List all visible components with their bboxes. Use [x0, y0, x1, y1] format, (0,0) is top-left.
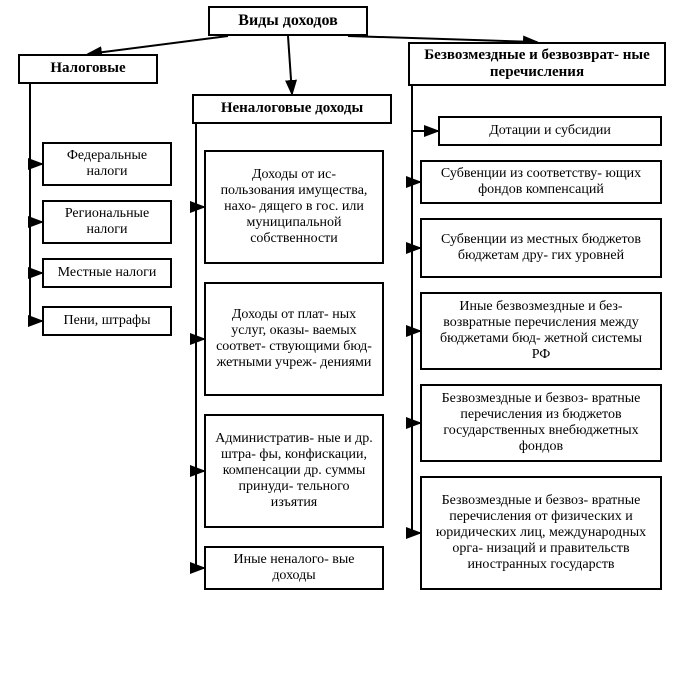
- gratis-item: Субвенции из соответству- ющих фондов ко…: [420, 160, 662, 204]
- nontax-item-label: Доходы от плат- ных услуг, оказы- ваемых…: [214, 307, 374, 371]
- tax-item-label: Пени, штрафы: [63, 313, 150, 329]
- gratis-item: Безвозмездные и безвоз- вратные перечисл…: [420, 476, 662, 590]
- tax-item: Федеральные налоги: [42, 142, 172, 186]
- tax-item-label: Региональные налоги: [52, 206, 162, 238]
- gratis-item: Дотации и субсидии: [438, 116, 662, 146]
- gratis-item-label: Безвозмездные и безвоз- вратные перечисл…: [430, 391, 652, 455]
- branch-tax: Налоговые: [18, 54, 158, 84]
- gratis-item: Иные безвозмездные и без- возвратные пер…: [420, 292, 662, 370]
- gratis-item-label: Дотации и субсидии: [489, 123, 611, 139]
- root-label: Виды доходов: [238, 12, 337, 30]
- branch-tax-label: Налоговые: [50, 60, 125, 77]
- gratis-item-label: Безвозмездные и безвоз- вратные перечисл…: [430, 493, 652, 573]
- tax-item: Региональные налоги: [42, 200, 172, 244]
- branch-gratis: Безвозмездные и безвозврат- ные перечисл…: [408, 42, 666, 86]
- tax-item-label: Местные налоги: [58, 265, 157, 281]
- nontax-item-label: Административ- ные и др. штра- фы, конфи…: [214, 431, 374, 511]
- gratis-item-label: Иные безвозмездные и без- возвратные пер…: [430, 299, 652, 363]
- tax-item-label: Федеральные налоги: [52, 148, 162, 180]
- branch-nontax-label: Неналоговые доходы: [221, 100, 363, 117]
- nontax-item-label: Доходы от ис- пользования имущества, нах…: [214, 167, 374, 247]
- root-box: Виды доходов: [208, 6, 368, 36]
- gratis-item: Безвозмездные и безвоз- вратные перечисл…: [420, 384, 662, 462]
- tax-item: Пени, штрафы: [42, 306, 172, 336]
- nontax-item-label: Иные неналого- вые доходы: [214, 552, 374, 584]
- gratis-item-label: Субвенции из местных бюджетов бюджетам д…: [430, 232, 652, 264]
- nontax-item: Доходы от ис- пользования имущества, нах…: [204, 150, 384, 264]
- nontax-item: Административ- ные и др. штра- фы, конфи…: [204, 414, 384, 528]
- nontax-item: Доходы от плат- ных услуг, оказы- ваемых…: [204, 282, 384, 396]
- branch-gratis-label: Безвозмездные и безвозврат- ные перечисл…: [418, 47, 656, 82]
- gratis-item: Субвенции из местных бюджетов бюджетам д…: [420, 218, 662, 278]
- branch-nontax: Неналоговые доходы: [192, 94, 392, 124]
- tax-item: Местные налоги: [42, 258, 172, 288]
- nontax-item: Иные неналого- вые доходы: [204, 546, 384, 590]
- gratis-item-label: Субвенции из соответству- ющих фондов ко…: [430, 166, 652, 198]
